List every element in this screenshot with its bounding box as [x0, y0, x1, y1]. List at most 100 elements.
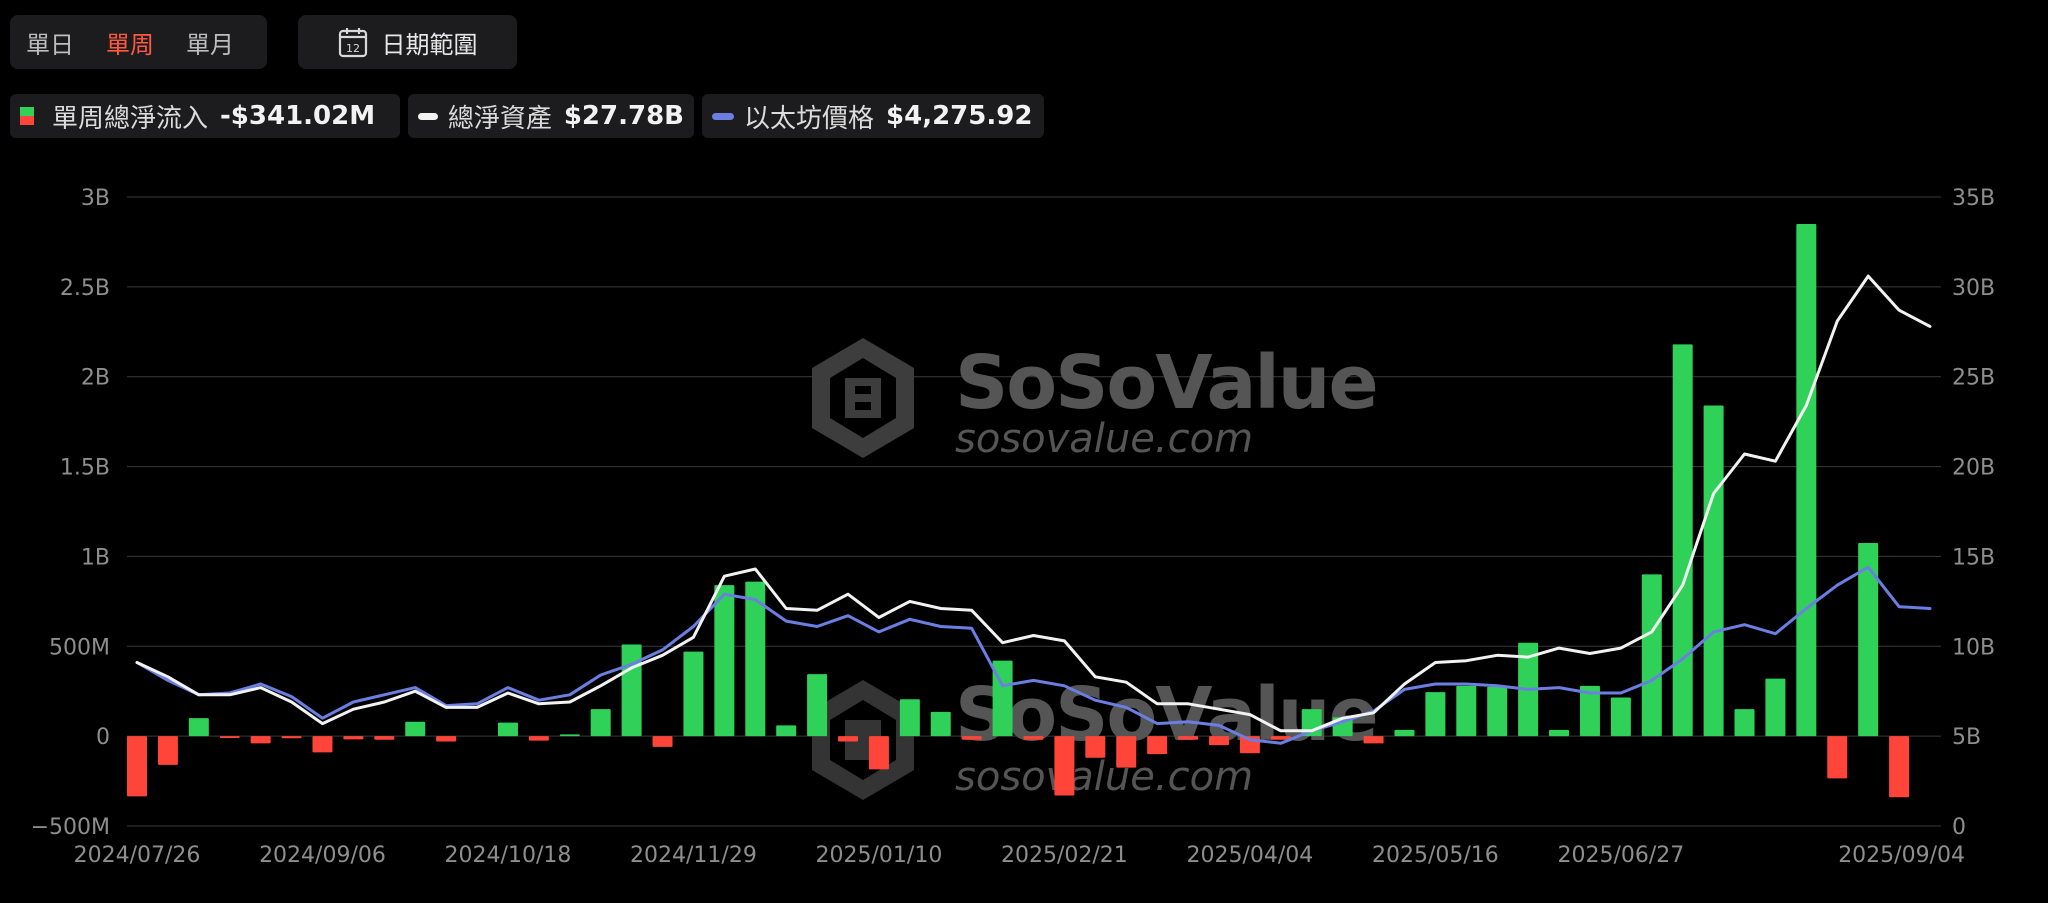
inflow-bar	[343, 736, 364, 740]
inflow-bar	[1147, 736, 1168, 755]
right-axis-tick-label: 30B	[1952, 276, 1995, 301]
legend-price-value: $4,275.92	[886, 101, 1033, 131]
inflow-bar	[1641, 574, 1662, 737]
inflow-bar	[1208, 736, 1229, 746]
date-range-button[interactable]: 12 日期範圍	[298, 15, 517, 69]
inflow-bar	[188, 718, 209, 737]
x-axis-tick-label: 2025/06/27	[1557, 843, 1684, 868]
legend-eth-price[interactable]: 以太坊價格 $4,275.92	[702, 94, 1044, 138]
inflow-bar	[281, 736, 302, 739]
price-legend-swatch	[712, 112, 734, 120]
legend-flow-value: -$341.02M	[220, 101, 376, 131]
inflow-bar	[621, 644, 642, 737]
inflow-bar	[559, 734, 580, 737]
legend-flow-label: 單周總淨流入	[52, 103, 209, 134]
watermark-url: sosovalue.com	[955, 416, 1253, 462]
right-axis-tick-label: 25B	[1952, 366, 1995, 391]
inflow-bar	[776, 725, 797, 737]
tab-daily[interactable]: 單日	[26, 30, 74, 59]
inflow-bar	[1116, 736, 1137, 768]
inflow-bar	[590, 709, 611, 737]
left-axis-tick-label: 0	[96, 725, 110, 750]
inflow-bar	[219, 736, 240, 738]
right-axis-tick-label: 0	[1952, 815, 1966, 840]
inflow-bar	[1858, 542, 1879, 737]
inflow-bar	[528, 736, 549, 741]
inflow-bar	[405, 721, 426, 737]
inflow-bar	[1425, 692, 1446, 737]
right-axis-tick-label: 20B	[1952, 456, 1995, 481]
legend-total-net-assets[interactable]: 總淨資產 $27.78B	[408, 94, 694, 138]
tab-monthly[interactable]: 單月	[186, 30, 234, 59]
inflow-bar	[1796, 223, 1817, 737]
inflow-bar	[1579, 685, 1600, 737]
right-axis-tick-label: 35B	[1952, 186, 1995, 211]
x-axis-tick-label: 2025/01/10	[816, 843, 943, 868]
left-axis-tick-label: 500M	[49, 635, 110, 660]
calendar-icon: 12	[338, 28, 367, 58]
x-axis-tick-label: 2024/11/29	[630, 843, 757, 868]
inflow-bar	[1085, 736, 1106, 758]
left-axis-tick-label: 2B	[81, 366, 110, 391]
lines	[135, 274, 1932, 745]
calendar-icon-day: 12	[346, 42, 360, 55]
inflow-bar	[1549, 729, 1570, 737]
eth-price-line	[135, 565, 1932, 745]
inflow-bar	[127, 736, 147, 797]
x-axis-tick-label: 2025/02/21	[1001, 843, 1128, 868]
x-axis-tick-label: 2024/07/26	[74, 843, 201, 868]
inflow-bar	[838, 736, 859, 742]
x-axis-tick-label: 2025/09/04	[1838, 843, 1965, 868]
legend-assets-value: $27.78B	[563, 101, 684, 131]
left-axis-tick-label: 3B	[81, 186, 110, 211]
inflow-bar	[1734, 709, 1755, 737]
inflow-bar	[1672, 344, 1693, 737]
inflow-bar	[1363, 736, 1384, 744]
inflow-bar	[497, 722, 518, 737]
inflow-bar	[1054, 736, 1075, 796]
inflow-bar	[312, 736, 333, 753]
inflow-bar	[652, 736, 673, 747]
inflow-bar	[868, 736, 889, 770]
legend-assets-label: 總淨資產	[447, 103, 552, 134]
tab-weekly[interactable]: 單周	[106, 30, 154, 59]
assets-legend-swatch	[418, 112, 438, 120]
inflow-bar	[961, 736, 982, 740]
right-axis-tick-label: 5B	[1952, 725, 1981, 750]
inflow-bar	[250, 736, 271, 744]
inflow-bar	[683, 651, 704, 737]
watermark-brand: SoSoValue	[955, 340, 1377, 426]
inflow-bar	[745, 581, 766, 737]
inflow-bar	[1270, 736, 1291, 740]
inflow-bar	[1023, 736, 1044, 740]
left-axis-tick-label: 1.5B	[60, 456, 110, 481]
inflow-bar	[807, 674, 828, 737]
x-axis-tick-label: 2024/10/18	[445, 843, 572, 868]
x-axis-tick-label: 2025/05/16	[1372, 843, 1499, 868]
x-axis-tick-label: 2025/04/04	[1186, 843, 1313, 868]
inflow-bar	[1827, 736, 1848, 779]
inflow-bar	[1178, 736, 1199, 740]
inflow-bar	[374, 736, 395, 740]
inflow-bar	[1765, 678, 1786, 737]
legend-weekly-net-inflow[interactable]: 單周總淨流入 -$341.02M	[10, 94, 400, 138]
axes: −500M 0 0 5B 500M 10B 1B 15B 1.5B 20B 2B 25B 2.5B 30B…	[31, 186, 1996, 868]
inflow-bar	[157, 736, 178, 765]
sosovalue-logo-icon	[812, 338, 914, 458]
inflow-bar	[1889, 736, 1910, 798]
period-tabs: 單日 單周 單月	[10, 15, 267, 69]
inflow-bar	[1456, 685, 1477, 737]
inflow-bar	[899, 699, 920, 737]
inflow-bar	[436, 736, 457, 742]
watermark-url-secondary: sosovalue.com	[955, 754, 1253, 800]
right-axis-tick-label: 10B	[1952, 635, 1995, 660]
inflow-bar	[1703, 405, 1724, 737]
left-axis-tick-label: 1B	[81, 545, 110, 570]
legend-price-label: 以太坊價格	[744, 103, 875, 134]
x-axis-tick-label: 2024/09/06	[259, 843, 386, 868]
right-axis-tick-label: 15B	[1952, 545, 1995, 570]
total-net-assets-line	[135, 274, 1932, 733]
inflow-bar	[1487, 686, 1508, 737]
inflow-bar	[714, 585, 735, 737]
